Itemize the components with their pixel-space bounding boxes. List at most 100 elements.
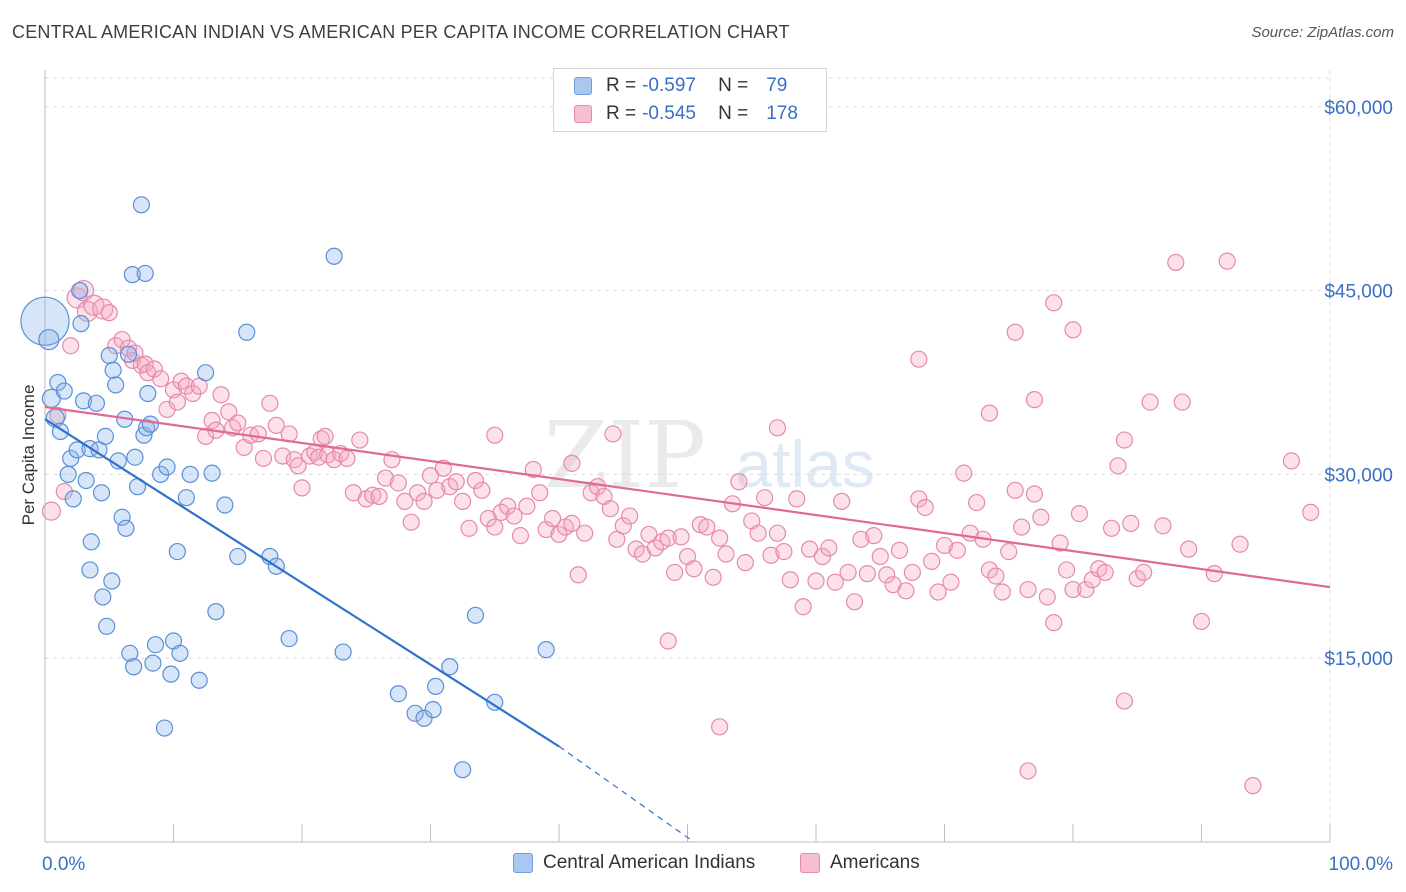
- americans-point: [1045, 614, 1063, 632]
- central-american-indians-point: [389, 685, 407, 703]
- americans-point: [659, 529, 677, 547]
- americans-point: [531, 484, 549, 502]
- watermark-atlas: atlas: [735, 427, 874, 501]
- legend-n-value: 79: [766, 75, 788, 96]
- central-american-indians-point: [121, 644, 139, 662]
- americans-point: [1102, 519, 1121, 537]
- americans-point: [916, 498, 934, 517]
- americans-point: [1070, 504, 1089, 523]
- americans-point: [852, 530, 870, 548]
- y-tick-labels: $15,000 $30,000 $45,000 $60,000: [1324, 98, 1393, 670]
- americans-point: [698, 518, 716, 536]
- central-american-indians-point: [158, 458, 176, 476]
- americans-point: [781, 571, 799, 589]
- americans-point: [685, 560, 703, 578]
- americans-point: [1025, 391, 1044, 409]
- americans-point: [1115, 431, 1134, 449]
- correlation-legend: R = -0.597 N = 79 R = -0.545 N = 178: [553, 68, 827, 132]
- americans-point: [813, 547, 832, 566]
- americans-point: [1205, 565, 1223, 583]
- legend-r-value: -0.545: [642, 103, 696, 124]
- central-american-indians-point: [486, 693, 504, 711]
- y-axis-label: Per Capita Income: [19, 385, 38, 526]
- central-american-indians-point: [136, 264, 154, 283]
- americans-point: [775, 542, 793, 561]
- americans-point: [107, 337, 125, 355]
- americans-point: [807, 572, 825, 590]
- americans-point: [92, 298, 114, 320]
- americans-point: [289, 457, 307, 475]
- central-american-indians-point: [82, 533, 100, 551]
- central-american-indians-point: [139, 384, 157, 403]
- americans-point: [878, 566, 896, 584]
- central-american-indians-point: [92, 484, 111, 502]
- americans-point: [1231, 535, 1249, 553]
- central-american-indians-point: [466, 606, 485, 624]
- legend-n-label: N =: [718, 75, 749, 96]
- americans-point: [621, 507, 639, 525]
- americans-point: [1154, 517, 1172, 535]
- legend-item-central-american-indians: Central American Indians: [513, 852, 755, 874]
- central-american-indians-point: [181, 465, 199, 483]
- americans-point: [351, 431, 369, 449]
- americans-point: [749, 524, 767, 542]
- americans-point: [229, 414, 247, 432]
- central-american-indians-point: [94, 588, 112, 606]
- central-american-indians-point: [190, 671, 208, 689]
- americans-point: [1128, 569, 1146, 588]
- americans-point: [788, 490, 806, 508]
- americans-point: [1006, 481, 1024, 499]
- central-american-indians-point: [424, 701, 442, 719]
- central-american-indians-point: [155, 719, 174, 737]
- americans-point: [923, 552, 941, 570]
- americans-point: [316, 427, 334, 445]
- central-american-indians-point: [406, 704, 424, 722]
- americans-point: [980, 404, 999, 422]
- americans-point: [72, 279, 95, 302]
- central-american-indians-point: [132, 196, 150, 214]
- central-american-indians-point: [162, 665, 180, 683]
- americans-point: [1282, 452, 1301, 470]
- americans-point: [376, 469, 395, 487]
- americans-point: [1064, 321, 1082, 339]
- y-tick-label: $15,000: [1324, 649, 1393, 670]
- central-american-indians-point: [454, 761, 472, 779]
- americans-point: [942, 573, 960, 591]
- americans-point: [543, 509, 562, 528]
- americans-point: [563, 454, 581, 472]
- americans-point: [659, 632, 677, 650]
- x-tick-label-max: 100.0%: [1329, 854, 1394, 875]
- americans-point: [955, 464, 973, 482]
- americans-point: [1173, 393, 1191, 411]
- central-american-indians-point: [280, 629, 298, 648]
- americans-point: [601, 500, 620, 518]
- americans-point: [910, 490, 928, 508]
- central-american-indians-point: [100, 346, 118, 365]
- americans-point: [203, 411, 221, 430]
- americans-point: [845, 593, 864, 611]
- legend-swatch-pink: [800, 853, 820, 873]
- americans-point: [511, 527, 530, 545]
- central-american-indians-point: [55, 382, 73, 400]
- americans-point: [929, 583, 947, 601]
- americans-point: [646, 539, 664, 557]
- y-tick-label: $45,000: [1324, 282, 1393, 303]
- americans-point: [604, 425, 622, 443]
- americans-point: [576, 524, 594, 542]
- central-american-indians-point: [59, 465, 77, 483]
- americans-point: [865, 527, 883, 545]
- americans-point: [460, 519, 478, 537]
- americans-point: [1218, 252, 1236, 270]
- americans-point: [1012, 518, 1031, 536]
- americans-point: [415, 492, 433, 510]
- americans-point: [267, 416, 285, 434]
- americans-point: [473, 481, 491, 499]
- americans-point: [672, 528, 690, 546]
- americans-point: [409, 484, 427, 502]
- americans-point: [858, 565, 877, 583]
- central-american-indians-point: [96, 427, 114, 445]
- americans-trend-line: [44, 405, 1331, 589]
- americans-point: [762, 546, 780, 564]
- americans-point: [1032, 508, 1050, 526]
